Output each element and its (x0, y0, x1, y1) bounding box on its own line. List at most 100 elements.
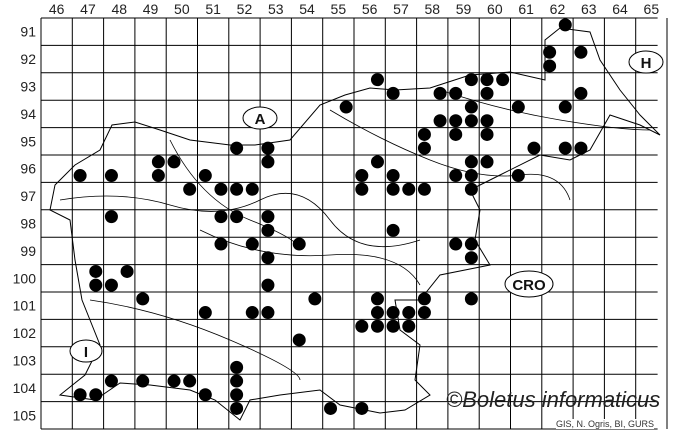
grid-lines (40, 17, 668, 430)
record-dots (73, 18, 588, 415)
record-dot (214, 210, 228, 224)
record-dot (386, 223, 400, 237)
record-dot (261, 210, 275, 224)
record-dot (574, 86, 588, 100)
row-label: 97 (20, 188, 36, 204)
row-label: 99 (20, 243, 36, 259)
row-label: 104 (13, 380, 37, 396)
record-dot (449, 237, 463, 251)
column-label: 57 (393, 1, 409, 17)
record-dot (543, 45, 557, 59)
record-dot (574, 141, 588, 155)
row-label: 102 (13, 325, 37, 341)
record-dot (558, 141, 572, 155)
record-dot (89, 264, 103, 278)
record-dot (386, 182, 400, 196)
row-label: 101 (13, 298, 37, 314)
record-dot (449, 86, 463, 100)
record-dot (370, 155, 384, 169)
record-dot (464, 169, 478, 183)
record-dot (417, 292, 431, 306)
column-label: 60 (487, 1, 503, 17)
record-dot (370, 319, 384, 333)
record-dot (511, 100, 525, 114)
record-dot (120, 264, 134, 278)
column-label: 59 (456, 1, 472, 17)
record-dot (104, 210, 118, 224)
record-dot (89, 388, 103, 402)
record-dot (480, 114, 494, 128)
column-label: 48 (111, 1, 127, 17)
record-dot (308, 292, 322, 306)
row-label: 103 (13, 353, 37, 369)
record-dot (417, 182, 431, 196)
record-dot (558, 18, 572, 32)
record-dot (89, 278, 103, 292)
record-dot (230, 210, 244, 224)
record-dot (104, 374, 118, 388)
column-label: 62 (550, 1, 566, 17)
row-label: 92 (20, 51, 36, 67)
row-label: 94 (20, 106, 36, 122)
row-label: 91 (20, 24, 36, 40)
svg-text:I: I (84, 344, 88, 361)
record-dot (464, 292, 478, 306)
record-dot (104, 278, 118, 292)
country-border (49, 27, 661, 421)
record-dot (245, 237, 259, 251)
record-dot (386, 306, 400, 320)
record-dot (449, 114, 463, 128)
record-dot (230, 360, 244, 374)
record-dot (261, 278, 275, 292)
record-dot (386, 86, 400, 100)
record-dot (464, 114, 478, 128)
column-label: 55 (331, 1, 347, 17)
record-dot (245, 306, 259, 320)
column-label: 64 (612, 1, 628, 17)
column-label: 50 (174, 1, 190, 17)
row-label: 93 (20, 79, 36, 95)
record-dot (167, 374, 181, 388)
record-dot (370, 292, 384, 306)
record-dot (464, 182, 478, 196)
record-dot (214, 182, 228, 196)
column-label: 53 (268, 1, 284, 17)
svg-text:A: A (255, 111, 266, 128)
record-dot (464, 100, 478, 114)
record-dot (449, 127, 463, 141)
record-dot (230, 182, 244, 196)
record-dot (151, 155, 165, 169)
column-label: 63 (581, 1, 597, 17)
column-label: 46 (49, 1, 65, 17)
record-dot (355, 401, 369, 415)
record-dot (480, 86, 494, 100)
record-dot (214, 237, 228, 251)
record-dot (496, 73, 510, 87)
column-label: 65 (644, 1, 660, 17)
record-dot (480, 73, 494, 87)
copyright-text: ©Boletus informaticus (446, 387, 661, 412)
record-dot (480, 155, 494, 169)
record-dot (480, 127, 494, 141)
label-italy: I (69, 339, 103, 363)
record-dot (261, 306, 275, 320)
record-dot (402, 306, 416, 320)
column-label: 47 (80, 1, 96, 17)
record-dot (183, 374, 197, 388)
column-label: 56 (362, 1, 378, 17)
record-dot (324, 401, 338, 415)
record-dot (230, 388, 244, 402)
record-dot (261, 223, 275, 237)
record-dot (402, 182, 416, 196)
record-dot (527, 141, 541, 155)
record-dot (355, 319, 369, 333)
credit-text: GIS, N. Ogris, BI, GURS (556, 419, 655, 429)
record-dot (355, 169, 369, 183)
column-label: 49 (143, 1, 159, 17)
row-label: 96 (20, 161, 36, 177)
record-dot (230, 374, 244, 388)
record-dot (136, 292, 150, 306)
record-dot (167, 155, 181, 169)
record-dot (73, 169, 87, 183)
